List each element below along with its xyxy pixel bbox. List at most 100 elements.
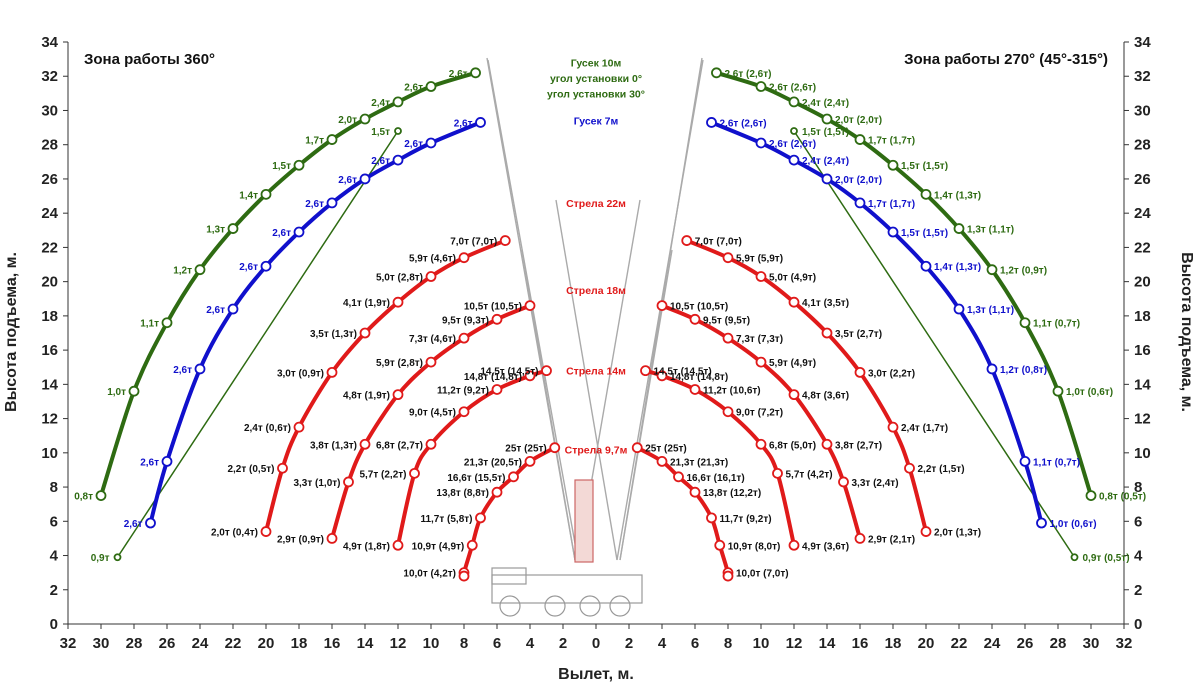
data-label: 2,6т bbox=[371, 156, 390, 167]
data-point bbox=[409, 467, 420, 479]
x-tick-label: 10 bbox=[423, 635, 440, 652]
data-label: 11,7т (5,8т) bbox=[420, 514, 472, 525]
x-tick-label: 16 bbox=[324, 635, 341, 652]
data-label: 2,4т (1,7т) bbox=[901, 423, 948, 434]
data-point bbox=[722, 252, 734, 264]
data-label: 1,1т (0,7т) bbox=[1033, 457, 1080, 468]
y-tick-label-left: 28 bbox=[41, 137, 58, 154]
data-point bbox=[722, 332, 734, 344]
series-line-left bbox=[148, 120, 483, 526]
data-label: 1,7т bbox=[305, 136, 324, 147]
data-label: 4,1т (1,9т) bbox=[343, 298, 390, 309]
y-tick-label-left: 4 bbox=[50, 548, 59, 565]
data-label: 2,6т bbox=[124, 519, 143, 530]
data-point bbox=[755, 356, 767, 368]
data-point bbox=[475, 117, 486, 128]
data-point bbox=[821, 113, 833, 125]
data-label: 3,3т (1,0т) bbox=[293, 478, 340, 489]
x-tick-label: 22 bbox=[951, 635, 968, 652]
data-label: 9,5т (9,5т) bbox=[703, 315, 750, 326]
point-labels: 2,6т 2,6т 2,4т 2,0т 1,7т 1,5т 1,4т 1,3т 1,2т 1,1т… bbox=[74, 69, 1146, 580]
data-point bbox=[466, 539, 478, 551]
data-point bbox=[887, 421, 899, 433]
data-label: 1,0т bbox=[107, 387, 126, 398]
data-label: 21,3т (20,5т) bbox=[464, 457, 522, 468]
data-point bbox=[904, 462, 915, 474]
data-point bbox=[673, 471, 684, 483]
data-label: 1,7т (1,7т) bbox=[868, 136, 915, 147]
boom-line bbox=[619, 249, 673, 561]
data-point bbox=[343, 476, 354, 488]
x-tick-label: 32 bbox=[60, 635, 77, 652]
data-point bbox=[394, 127, 402, 135]
data-label: 7,3т (4,6т) bbox=[409, 334, 456, 345]
data-point bbox=[524, 455, 536, 467]
data-label: 1,3т (1,1т) bbox=[967, 225, 1014, 236]
data-label: 2,4т (0,6т) bbox=[244, 423, 291, 434]
data-point bbox=[161, 317, 173, 329]
annotation-label: Гусек 7м bbox=[574, 116, 619, 128]
x-tick-label: 10 bbox=[753, 635, 770, 652]
x-tick-label: 20 bbox=[918, 635, 935, 652]
x-tick-label: 18 bbox=[291, 635, 308, 652]
annotation-label: Стрела 14м bbox=[566, 366, 626, 378]
data-point bbox=[755, 137, 767, 149]
data-label: 10,5т (10,5т) bbox=[670, 302, 728, 313]
truck-body bbox=[491, 574, 643, 604]
x-tick-label: 28 bbox=[1050, 635, 1067, 652]
y-tick-label-right: 10 bbox=[1134, 445, 1151, 462]
annotation-label: угол установки 30° bbox=[547, 88, 645, 100]
y-tick-label-left: 22 bbox=[41, 239, 58, 256]
x-axis-label: Вылет, м. bbox=[558, 666, 634, 683]
data-point bbox=[425, 271, 437, 282]
data-point bbox=[631, 442, 643, 454]
data-point bbox=[194, 363, 206, 375]
data-label: 10,0т (4,2т) bbox=[403, 569, 456, 580]
data-label: 2,9т (0,9т) bbox=[277, 534, 324, 545]
y-tick-label-left: 6 bbox=[50, 513, 58, 530]
data-point bbox=[499, 235, 511, 246]
data-label: 2,6т (2,6т) bbox=[720, 118, 767, 129]
data-label: 1,4т bbox=[239, 190, 258, 201]
x-tick-label: 12 bbox=[786, 635, 803, 652]
x-tick-label: 24 bbox=[984, 635, 1001, 652]
data-point bbox=[392, 154, 404, 166]
data-label: 1,5т (1,5т) bbox=[901, 161, 948, 172]
annotations: Гусек 10м угол установки 0° угол установки… bbox=[547, 58, 645, 457]
data-label: 11,2т (10,6т) bbox=[703, 385, 761, 396]
y-tick-label-right: 26 bbox=[1134, 171, 1151, 188]
data-point bbox=[326, 197, 338, 209]
y-tick-label-right: 0 bbox=[1134, 616, 1142, 633]
data-label: 0,8т (0,5т) bbox=[1099, 492, 1146, 503]
data-point bbox=[1019, 317, 1031, 329]
truck-wheel bbox=[579, 595, 601, 617]
data-point bbox=[953, 303, 965, 315]
data-point bbox=[788, 296, 800, 308]
data-point bbox=[326, 134, 338, 145]
x-tick-label: 8 bbox=[460, 635, 468, 652]
data-point bbox=[260, 526, 272, 537]
data-point bbox=[95, 490, 107, 502]
data-label: 1,2т (0,9т) bbox=[1000, 266, 1047, 277]
data-point bbox=[920, 526, 932, 537]
truck-wheel bbox=[609, 595, 631, 617]
data-point bbox=[689, 313, 701, 325]
y-tick-label-right: 22 bbox=[1134, 239, 1151, 256]
data-point bbox=[359, 438, 371, 450]
data-label: 7,3т (7,3т) bbox=[736, 334, 783, 345]
data-point bbox=[145, 517, 156, 529]
data-point bbox=[722, 570, 734, 582]
data-point bbox=[425, 137, 437, 149]
crane-mast bbox=[574, 479, 594, 563]
data-point bbox=[1052, 385, 1064, 397]
data-label: 9,0т (7,2т) bbox=[736, 408, 783, 419]
data-label: 10,5т (10,5т) bbox=[464, 302, 522, 313]
data-label: 2,0т (1,3т) bbox=[934, 528, 981, 539]
y-tick-label-left: 0 bbox=[50, 616, 58, 633]
truck-wheel bbox=[499, 595, 521, 617]
data-point bbox=[458, 252, 470, 264]
y-tick-label-right: 20 bbox=[1134, 274, 1151, 291]
data-label: 1,2т (0,8т) bbox=[1000, 365, 1047, 376]
y-tick-label-left: 10 bbox=[41, 445, 58, 462]
truck-cab bbox=[491, 567, 527, 585]
